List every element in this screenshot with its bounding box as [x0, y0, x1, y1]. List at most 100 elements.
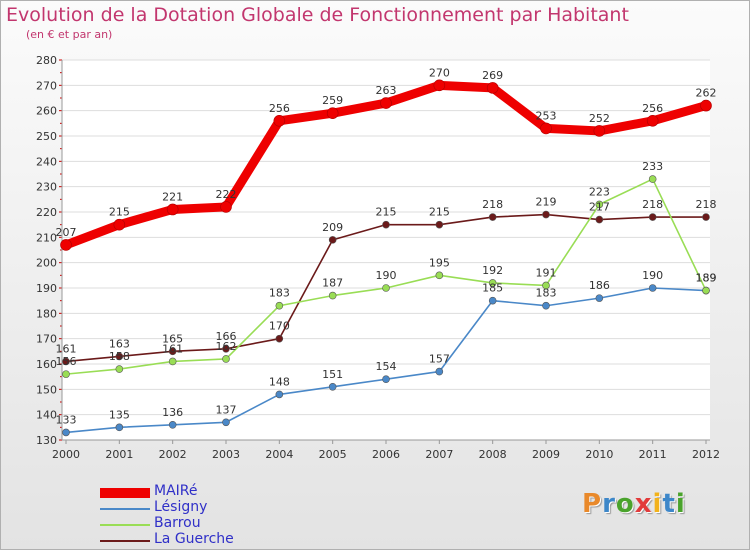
- y-tick-label: 180: [36, 307, 57, 320]
- data-point-mair-: [60, 239, 72, 251]
- data-label-mair-: 256: [269, 102, 290, 115]
- data-point-la-guerche: [488, 213, 497, 221]
- y-tick-label: 200: [36, 257, 57, 270]
- data-label-la-guerche: 215: [376, 206, 397, 219]
- x-tick-label: 2007: [425, 448, 453, 461]
- data-label-mair-: 253: [536, 109, 557, 122]
- data-label-l-signy: 157: [429, 353, 450, 366]
- data-point-l-signy: [488, 296, 497, 305]
- chart-subtitle: (en € et par an): [26, 28, 113, 41]
- data-point-la-guerche: [275, 334, 284, 343]
- data-point-mair-: [700, 99, 712, 112]
- data-point-mair-: [540, 122, 552, 135]
- data-label-l-signy: 137: [216, 403, 237, 416]
- data-point-l-signy: [648, 284, 657, 292]
- data-point-barrou: [382, 284, 390, 292]
- data-point-barrou: [542, 281, 550, 290]
- data-label-la-guerche: 218: [482, 198, 503, 211]
- data-label-la-guerche: 218: [696, 198, 717, 211]
- legend-label-maire: MAIRé: [154, 483, 198, 499]
- logo-letter: i: [652, 489, 663, 519]
- data-point-l-signy: [275, 390, 284, 399]
- data-label-mair-: 215: [109, 206, 130, 219]
- data-point-la-guerche: [382, 220, 390, 229]
- logo-letter: P: [582, 489, 603, 519]
- x-tick-label: 2002: [159, 448, 187, 461]
- data-point-l-signy: [595, 294, 604, 302]
- data-point-la-guerche: [702, 213, 710, 221]
- data-point-mair-: [326, 107, 339, 119]
- data-point-barrou: [595, 200, 604, 209]
- data-point-mair-: [593, 125, 606, 137]
- data-label-l-signy: 154: [376, 360, 397, 373]
- data-label-barrou: 223: [589, 185, 610, 198]
- legend-swatch-maire: [100, 488, 150, 498]
- data-point-barrou: [328, 291, 337, 300]
- data-point-barrou: [168, 357, 177, 366]
- data-label-l-signy: 133: [56, 413, 77, 426]
- data-label-barrou: 233: [642, 160, 663, 173]
- legend-swatch-la-guerche: [100, 540, 150, 542]
- legend-label-lesigny: Lésigny: [154, 499, 208, 515]
- data-label-barrou: 192: [482, 264, 503, 277]
- data-point-la-guerche: [648, 213, 657, 221]
- data-point-l-signy: [115, 423, 124, 432]
- data-point-barrou: [62, 370, 70, 378]
- x-tick-label: 2010: [585, 448, 613, 461]
- data-label-mair-: 222: [216, 188, 237, 201]
- proxiti-logo: Proxiti: [582, 489, 686, 519]
- data-label-barrou: 195: [429, 256, 450, 269]
- y-tick-label: 230: [36, 181, 57, 194]
- data-label-mair-: 207: [56, 226, 77, 239]
- data-point-mair-: [433, 79, 446, 92]
- data-label-la-guerche: 163: [109, 337, 130, 350]
- data-point-barrou: [702, 286, 710, 295]
- x-tick-label: 2009: [532, 448, 560, 461]
- data-label-la-guerche: 161: [56, 342, 77, 355]
- x-tick-label: 2012: [692, 448, 720, 461]
- data-label-barrou: 161: [162, 342, 183, 355]
- data-point-mair-: [273, 115, 286, 127]
- x-tick-label: 2000: [52, 448, 80, 461]
- data-label-mair-: 259: [322, 94, 343, 107]
- data-point-barrou: [648, 175, 657, 183]
- data-point-la-guerche: [222, 344, 230, 353]
- x-tick-label: 2004: [265, 448, 293, 461]
- data-label-mair-: 269: [482, 69, 503, 82]
- data-point-la-guerche: [328, 236, 337, 244]
- data-point-la-guerche: [542, 210, 550, 219]
- data-label-l-signy: 189: [696, 272, 717, 285]
- data-label-l-signy: 136: [162, 406, 183, 419]
- x-tick-label: 2005: [319, 448, 347, 461]
- data-label-barrou: 189: [696, 272, 717, 285]
- data-label-l-signy: 135: [109, 408, 130, 421]
- data-label-la-guerche: 218: [642, 198, 663, 211]
- data-label-l-signy: 185: [482, 282, 503, 295]
- data-point-mair-: [486, 82, 499, 94]
- data-label-l-signy: 183: [536, 287, 557, 300]
- y-tick-label: 260: [36, 105, 57, 118]
- data-point-la-guerche: [115, 352, 124, 361]
- data-label-barrou: 190: [376, 269, 397, 282]
- data-label-la-guerche: 217: [589, 201, 610, 214]
- data-label-la-guerche: 215: [429, 206, 450, 219]
- legend-swatch-barrou: [100, 524, 150, 526]
- data-label-mair-: 252: [589, 112, 610, 125]
- data-label-barrou: 191: [536, 266, 557, 279]
- data-point-la-guerche: [168, 347, 177, 356]
- data-point-barrou: [275, 301, 284, 310]
- y-tick-label: 280: [36, 54, 57, 67]
- data-point-la-guerche: [595, 215, 604, 224]
- data-label-mair-: 270: [429, 66, 450, 79]
- data-point-mair-: [166, 203, 179, 216]
- y-tick-label: 210: [36, 231, 57, 244]
- data-label-l-signy: 186: [589, 279, 610, 292]
- line-chart: 130 140 150 160 170 180 190 200 210 220 230 240 250 2…: [36, 54, 720, 461]
- legend-label-la-guerche: La Guerche: [154, 531, 234, 547]
- data-label-mair-: 221: [162, 190, 183, 203]
- data-label-la-guerche: 166: [216, 330, 237, 343]
- y-tick-label: 170: [36, 333, 57, 346]
- data-point-mair-: [113, 218, 126, 231]
- data-point-mair-: [380, 97, 392, 109]
- y-tick-label: 270: [36, 79, 57, 92]
